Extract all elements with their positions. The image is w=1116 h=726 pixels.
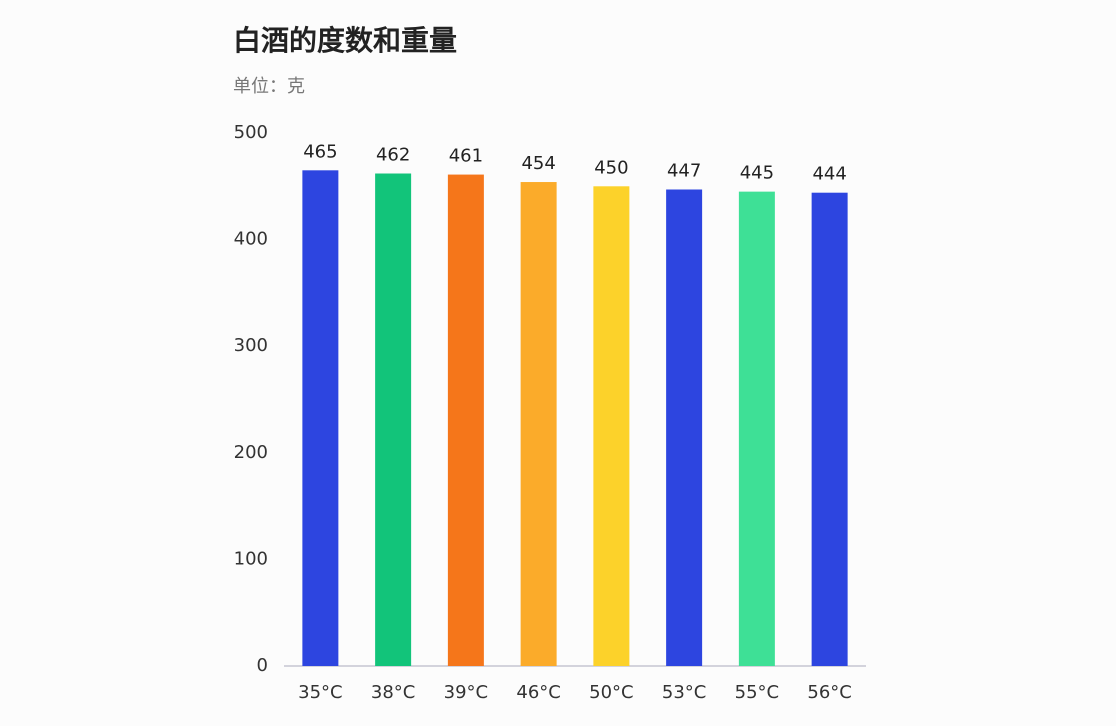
y-tick-label: 100 <box>234 548 268 569</box>
x-tick-label: 38°C <box>371 682 415 703</box>
y-tick-label: 400 <box>234 229 268 250</box>
bar <box>738 191 775 666</box>
x-tick-label: 56°C <box>807 682 851 703</box>
data-label: 462 <box>376 145 410 166</box>
x-tick-label: 53°C <box>662 682 706 703</box>
data-label: 454 <box>521 153 555 174</box>
bar <box>520 182 557 666</box>
y-tick-label: 500 <box>234 122 268 143</box>
bar <box>302 170 339 666</box>
bar <box>666 189 703 667</box>
data-label: 465 <box>303 141 337 162</box>
x-tick-label: 55°C <box>735 682 779 703</box>
x-tick-label: 46°C <box>516 682 560 703</box>
y-tick-label: 300 <box>234 335 268 356</box>
data-label: 461 <box>449 146 483 167</box>
y-tick-label: 200 <box>234 442 268 463</box>
bar <box>447 174 484 666</box>
data-label: 450 <box>594 157 628 178</box>
bar <box>811 192 848 667</box>
data-label: 444 <box>812 164 846 185</box>
chart-title: 白酒的度数和重量 <box>233 24 457 57</box>
x-tick-label: 50°C <box>589 682 633 703</box>
y-tick-label: 0 <box>257 655 268 676</box>
data-label: 447 <box>667 160 701 181</box>
bar <box>593 186 630 667</box>
x-tick-label: 39°C <box>444 682 488 703</box>
x-tick-label: 35°C <box>298 682 342 703</box>
chart-subtitle: 单位：克 <box>233 76 305 97</box>
bar <box>375 173 412 666</box>
data-label: 445 <box>740 163 774 184</box>
